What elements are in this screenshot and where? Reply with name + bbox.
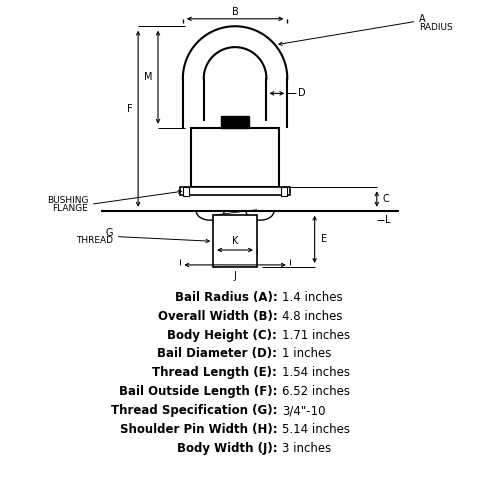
Text: Bail Radius (A):: Bail Radius (A): xyxy=(174,290,278,304)
Text: J: J xyxy=(234,271,236,281)
Text: K: K xyxy=(232,236,238,246)
Bar xyxy=(183,187,189,196)
Text: Thread Length (E):: Thread Length (E): xyxy=(152,366,278,380)
Text: C: C xyxy=(383,194,390,204)
Text: L: L xyxy=(385,215,390,225)
Text: Body Width (J):: Body Width (J): xyxy=(176,442,278,455)
Text: F: F xyxy=(126,104,132,114)
Text: 1.4 inches: 1.4 inches xyxy=(282,290,343,304)
Text: 4.8 inches: 4.8 inches xyxy=(282,310,343,322)
Text: Overall Width (B):: Overall Width (B): xyxy=(158,310,278,322)
Text: Bail Outside Length (F):: Bail Outside Length (F): xyxy=(119,385,278,398)
Text: BUSHING: BUSHING xyxy=(47,196,88,205)
Text: 5.14 inches: 5.14 inches xyxy=(282,423,350,436)
Bar xyxy=(192,128,279,187)
Text: 1.54 inches: 1.54 inches xyxy=(282,366,350,380)
Text: THREAD: THREAD xyxy=(76,236,114,245)
Text: A: A xyxy=(419,14,426,24)
Bar xyxy=(180,187,290,195)
Bar xyxy=(221,116,249,128)
Text: Thread Specification (G):: Thread Specification (G): xyxy=(111,404,278,417)
Text: 1.71 inches: 1.71 inches xyxy=(282,328,350,342)
Text: Body Height (C):: Body Height (C): xyxy=(168,328,278,342)
Text: M: M xyxy=(144,72,152,82)
Text: 6.52 inches: 6.52 inches xyxy=(282,385,350,398)
Text: 3/4"-10: 3/4"-10 xyxy=(282,404,326,417)
Text: FLANGE: FLANGE xyxy=(52,204,88,212)
Text: B: B xyxy=(232,7,238,17)
Text: Bail Diameter (D):: Bail Diameter (D): xyxy=(158,348,278,360)
Text: G: G xyxy=(106,228,114,237)
Text: 3 inches: 3 inches xyxy=(282,442,332,455)
Text: RADIUS: RADIUS xyxy=(419,23,453,32)
Bar xyxy=(282,187,288,196)
Text: Shoulder Pin Width (H):: Shoulder Pin Width (H): xyxy=(120,423,278,436)
Bar xyxy=(213,215,257,268)
Text: E: E xyxy=(320,234,326,244)
Text: 1 inches: 1 inches xyxy=(282,348,332,360)
Text: D: D xyxy=(298,88,306,99)
